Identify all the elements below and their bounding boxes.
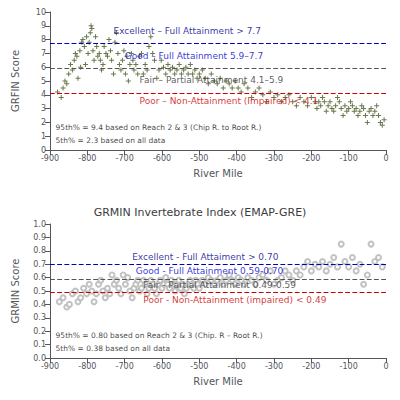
svg-text:95th% = 0.80 based on Reach 2: 95th% = 0.80 based on Reach 2 & 3 (Chip.…: [56, 331, 263, 340]
svg-text:River Mile: River Mile: [193, 376, 242, 387]
svg-text:-700: -700: [116, 362, 134, 371]
svg-text:River Mile: River Mile: [193, 168, 242, 179]
svg-text:-200: -200: [302, 154, 320, 163]
svg-text:0: 0: [40, 145, 46, 155]
svg-text:2: 2: [41, 118, 46, 127]
svg-text:3: 3: [41, 104, 46, 113]
svg-text:-500: -500: [190, 362, 208, 371]
svg-text:Good – Full Attainment 5.9–7.7: Good – Full Attainment 5.9–7.7: [125, 51, 263, 61]
svg-text:-100: -100: [340, 154, 358, 163]
svg-text:0.4: 0.4: [33, 300, 46, 309]
svg-text:6: 6: [41, 63, 46, 72]
svg-text:5th% = 0.38 based on all data: 5th% = 0.38 based on all data: [56, 344, 171, 353]
svg-text:0.1: 0.1: [33, 340, 46, 349]
svg-text:-800: -800: [78, 362, 96, 371]
svg-text:1: 1: [41, 132, 46, 141]
svg-text:GRFIN Score: GRFIN Score: [10, 50, 21, 112]
svg-text:5: 5: [41, 77, 46, 86]
svg-text:0.3: 0.3: [33, 313, 46, 322]
svg-text:Excellent – Full Attainment >: Excellent – Full Attainment > 7.7: [113, 26, 260, 36]
svg-text:-300: -300: [265, 154, 283, 163]
svg-text:-900: -900: [41, 362, 59, 371]
svg-text:0.0: 0.0: [33, 353, 46, 363]
svg-text:Excellent - Full Attaiment > 0: Excellent - Full Attaiment > 0.70: [132, 252, 279, 262]
svg-text:Fair – Partial Attainment 4.1–: Fair – Partial Attainment 4.1–5.9: [140, 75, 284, 85]
svg-text:0.9: 0.9: [33, 233, 46, 242]
svg-text:Good - Full Attainment 0.59-0.: Good - Full Attainment 0.59-0.70: [136, 266, 284, 276]
svg-text:5th% = 2.3 based on all data: 5th% = 2.3 based on all data: [56, 136, 166, 145]
svg-text:-800: -800: [78, 154, 96, 163]
svg-text:10: 10: [36, 8, 46, 17]
svg-text:0: 0: [383, 362, 388, 371]
svg-text:-100: -100: [340, 362, 358, 371]
svg-text:-600: -600: [153, 362, 171, 371]
svg-text:Poor – Non-Attainment (Impaire: Poor – Non-Attainment (Impaired) < 4.1: [140, 96, 319, 106]
svg-text:8: 8: [41, 35, 46, 44]
svg-text:-700: -700: [116, 154, 134, 163]
svg-text:0.6: 0.6: [33, 273, 46, 282]
svg-text:-900: -900: [41, 154, 59, 163]
svg-text:4: 4: [41, 90, 46, 99]
svg-text:9: 9: [41, 21, 46, 30]
svg-text:GRMIN Score: GRMIN Score: [10, 259, 21, 324]
svg-text:0.2: 0.2: [33, 327, 46, 336]
svg-text:-400: -400: [228, 154, 246, 163]
svg-text:Poor - Non-Attainment (impaire: Poor - Non-Attainment (impaired) < 0.49: [143, 295, 326, 305]
svg-text:0.7: 0.7: [33, 260, 46, 269]
svg-text:1.0: 1.0: [33, 220, 46, 229]
svg-text:-400: -400: [228, 362, 246, 371]
svg-text:-300: -300: [265, 362, 283, 371]
svg-text:Fair - Partial Attainment 0.49: Fair - Partial Attainment 0.49-0.59: [143, 280, 296, 290]
svg-text:0: 0: [383, 154, 388, 163]
svg-text:0.8: 0.8: [33, 246, 46, 255]
svg-text:7: 7: [41, 49, 46, 58]
svg-text:0.5: 0.5: [33, 287, 46, 296]
svg-text:-200: -200: [302, 362, 320, 371]
svg-text:-600: -600: [153, 154, 171, 163]
svg-text:-500: -500: [190, 154, 208, 163]
svg-text:95th% = 9.4 based on Reach 2 &: 95th% = 9.4 based on Reach 2 & 3 (Chip R…: [56, 123, 262, 132]
svg-text:GRMIN Invertebrate Index (EMAP: GRMIN Invertebrate Index (EMAP-GRE): [94, 206, 307, 219]
